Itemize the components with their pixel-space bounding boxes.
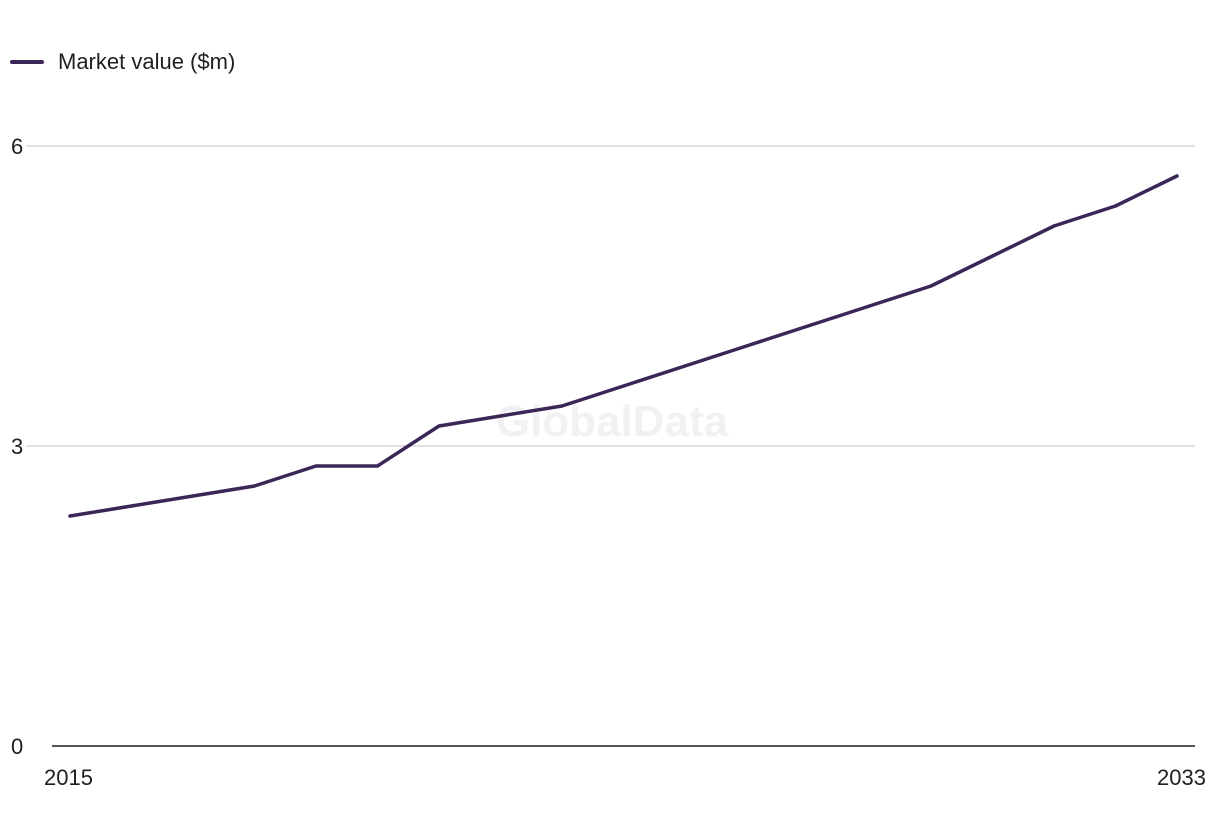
legend-label-market-value: Market value ($m) bbox=[58, 49, 235, 74]
data-point-2028 bbox=[867, 304, 872, 308]
data-point-2031 bbox=[1052, 224, 1056, 228]
x-axis-ticks: 2015 2033 bbox=[44, 765, 1206, 790]
data-point-2030 bbox=[990, 254, 995, 258]
y-tick-label-0: 0 bbox=[11, 734, 23, 759]
y-axis-ticks: 0 3 6 bbox=[11, 134, 23, 759]
data-point-2029 bbox=[929, 284, 933, 288]
data-point-2025 bbox=[683, 364, 687, 368]
x-tick-label-first: 2015 bbox=[44, 765, 93, 790]
data-point-2022 bbox=[498, 414, 503, 418]
data-point-2020 bbox=[375, 464, 380, 468]
data-point-2021 bbox=[437, 424, 441, 428]
y-tick-label-6: 6 bbox=[11, 134, 23, 159]
data-point-2015 bbox=[68, 514, 72, 518]
data-point-2023 bbox=[560, 404, 564, 408]
series-line-0 bbox=[68, 174, 1179, 518]
x-tick-label-last: 2033 bbox=[1157, 765, 1206, 790]
data-point-2032 bbox=[1113, 204, 1118, 208]
data-point-2027 bbox=[806, 324, 810, 328]
data-point-2018 bbox=[252, 484, 257, 488]
data-point-2016 bbox=[129, 504, 134, 508]
watermark: GlobalData bbox=[496, 397, 729, 446]
data-point-2024 bbox=[621, 384, 626, 388]
gridlines bbox=[26, 145, 1195, 447]
data-point-2017 bbox=[191, 494, 195, 498]
y-tick-label-3: 3 bbox=[11, 434, 23, 459]
data-point-2026 bbox=[744, 344, 749, 348]
series-layer bbox=[68, 174, 1179, 518]
data-point-2033 bbox=[1175, 174, 1179, 178]
data-point-2019 bbox=[314, 464, 318, 468]
